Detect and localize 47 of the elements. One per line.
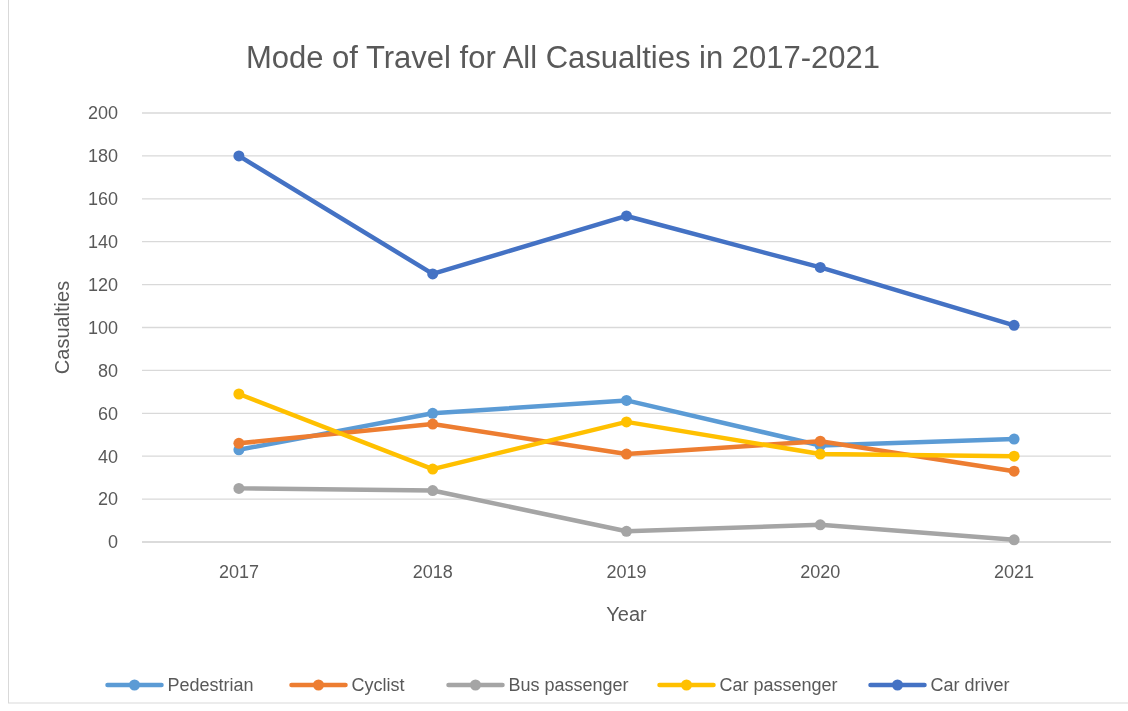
legend-label: Car passenger xyxy=(719,675,838,696)
y-tick-label: 60 xyxy=(97,403,118,424)
point xyxy=(427,268,439,280)
point xyxy=(1008,433,1020,445)
y-tick-label: 180 xyxy=(87,146,118,167)
point xyxy=(621,416,632,428)
x-tick-label: 2020 xyxy=(800,562,841,583)
point xyxy=(621,525,632,537)
y-tick-label: 140 xyxy=(87,232,118,252)
point xyxy=(621,210,632,222)
point xyxy=(621,394,632,406)
x-tick-label: 2017 xyxy=(218,562,259,583)
y-tick-label: 120 xyxy=(87,274,118,295)
legend-label: Bus passenger xyxy=(508,675,629,696)
x-tick-label: 2019 xyxy=(606,562,647,583)
point xyxy=(233,388,245,400)
x-tick-label: 2021 xyxy=(994,562,1035,583)
y-tick-label: 40 xyxy=(97,446,118,467)
point xyxy=(1008,465,1020,477)
y-tick-label: 20 xyxy=(97,489,118,510)
legend-label: Car driver xyxy=(930,675,1010,696)
point xyxy=(233,150,245,162)
y-tick-label: 200 xyxy=(87,103,118,124)
point xyxy=(1008,319,1020,331)
y-tick-label: 100 xyxy=(87,317,118,338)
y-tick-label: 0 xyxy=(107,532,118,553)
point xyxy=(427,463,439,475)
y-tick-label: 160 xyxy=(87,189,118,210)
point xyxy=(1008,450,1020,462)
x-axis-title: Year xyxy=(606,603,648,625)
point xyxy=(427,485,439,497)
chart-title: Mode of Travel for All Casualties in 2017-2021 xyxy=(245,39,881,75)
point xyxy=(814,519,826,531)
y-axis-title: Casualties xyxy=(51,280,73,375)
legend-label: Cyclist xyxy=(351,675,405,696)
point xyxy=(427,418,439,430)
point xyxy=(814,261,826,273)
point xyxy=(233,437,245,449)
point xyxy=(1008,534,1020,546)
point xyxy=(233,482,245,494)
point xyxy=(621,448,632,460)
point xyxy=(427,407,439,419)
point xyxy=(814,435,826,447)
legend-label: Pedestrian xyxy=(167,675,254,696)
x-tick-label: 2018 xyxy=(412,562,453,583)
y-tick-label: 80 xyxy=(97,360,118,381)
point xyxy=(814,448,826,460)
